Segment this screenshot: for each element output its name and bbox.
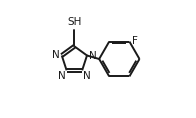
Text: F: F bbox=[132, 36, 138, 46]
Text: N: N bbox=[52, 50, 60, 60]
Text: N: N bbox=[89, 51, 97, 61]
Text: N: N bbox=[83, 71, 91, 81]
Text: N: N bbox=[58, 71, 66, 81]
Text: SH: SH bbox=[67, 17, 82, 27]
